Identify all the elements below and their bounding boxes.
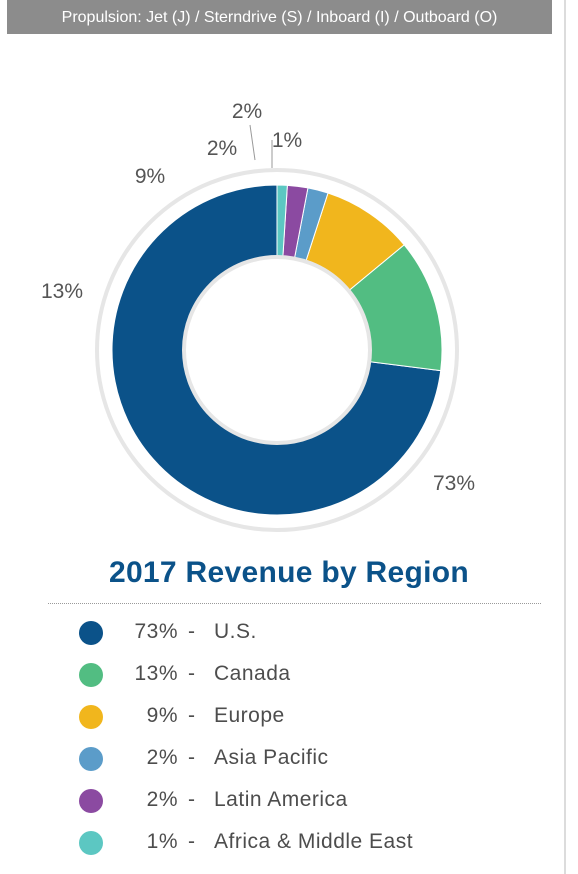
- legend-swatch-asia-pacific: [79, 747, 103, 771]
- chart-title: 2017 Revenue by Region: [108, 556, 470, 589]
- slice-label-asia-pacific: 2%: [207, 137, 237, 160]
- inner-guide-ring: [182, 255, 372, 445]
- legend-dash: -: [188, 620, 196, 643]
- legend-swatch-latin-america: [79, 789, 103, 813]
- legend-name: Canada: [214, 662, 291, 685]
- outer-guide-ring: [95, 168, 459, 532]
- title-divider: [48, 603, 541, 604]
- legend-name: U.S.: [214, 620, 257, 643]
- leader-lines: [249, 124, 273, 168]
- propulsion-banner: Propulsion: Jet (J) / Sterndrive (S) / I…: [7, 0, 552, 34]
- slice-label-europe: 9%: [135, 165, 165, 188]
- legend-item-asia-pacific: 2% - Asia Pacific: [0, 738, 578, 778]
- legend-name: Africa & Middle East: [214, 830, 414, 853]
- legend-swatch-europe: [79, 705, 103, 729]
- slice-label-latin-america: 2%: [232, 100, 262, 123]
- legend-item-us: 73% - U.S.: [0, 612, 578, 652]
- slice-label-africa-middle-east: 1%: [272, 129, 302, 152]
- legend-item-europe: 9% - Europe: [0, 696, 578, 736]
- legend-dash: -: [188, 662, 196, 685]
- slice-label-us: 73%: [433, 472, 475, 495]
- legend-pct: 2%: [146, 746, 178, 769]
- legend-item-canada: 13% - Canada: [0, 654, 578, 694]
- legend-pct: 73%: [134, 620, 178, 643]
- legend-pct: 9%: [146, 704, 178, 727]
- legend-item-latin-america: 2% - Latin America: [0, 780, 578, 820]
- slice-us: [111, 184, 442, 516]
- legend-dash: -: [188, 704, 196, 727]
- legend-dash: -: [188, 830, 196, 853]
- legend-name: Europe: [214, 704, 285, 727]
- slice-latin-america: [282, 184, 309, 262]
- legend-name: Latin America: [214, 788, 348, 811]
- page-edge-divider: [564, 0, 566, 874]
- legend-pct: 2%: [146, 788, 178, 811]
- legend-pct: 13%: [134, 662, 178, 685]
- legend-pct: 1%: [146, 830, 178, 853]
- legend-item-africa-middle-east: 1% - Africa & Middle East: [0, 822, 578, 862]
- legend-swatch-us: [79, 621, 103, 645]
- donut-slices: [111, 184, 443, 516]
- slice-label-canada: 13%: [41, 280, 83, 303]
- legend-swatch-canada: [79, 663, 103, 687]
- legend-dash: -: [188, 746, 196, 769]
- slice-africa-middle-east: [276, 184, 288, 260]
- legend-dash: -: [188, 788, 196, 811]
- slice-asia-pacific: [293, 187, 329, 265]
- leader-line-latin-america: [249, 124, 256, 161]
- slice-labels: 73% 13% 9% 2% 2% 1%: [41, 100, 475, 495]
- legend-swatch-africa-middle-east: [79, 831, 103, 855]
- revenue-donut-chart: 73% 13% 9% 2% 2% 1%: [41, 100, 475, 532]
- legend-name: Asia Pacific: [214, 746, 329, 769]
- slice-europe: [304, 192, 405, 293]
